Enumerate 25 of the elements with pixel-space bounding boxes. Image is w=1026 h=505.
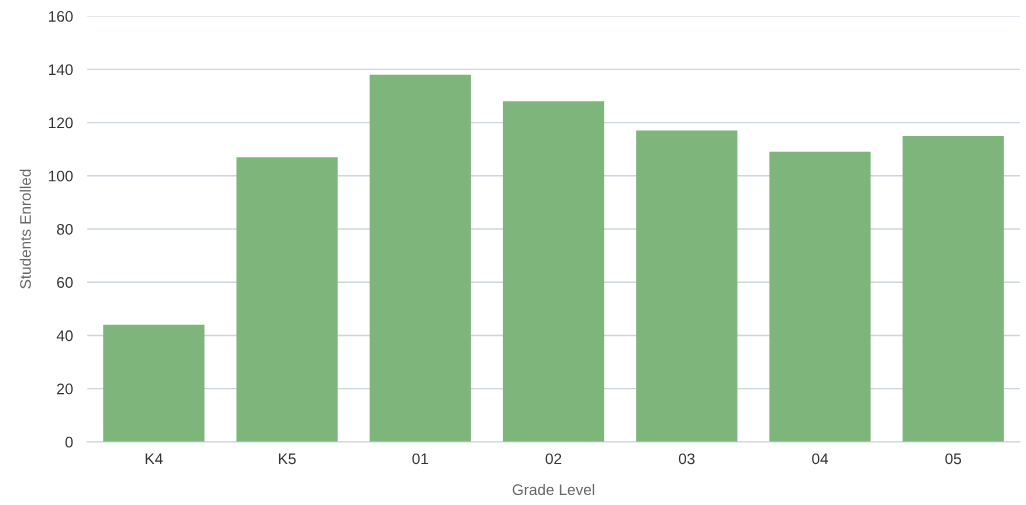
x-tick-label: 04 bbox=[812, 453, 829, 465]
bar bbox=[902, 135, 1004, 442]
bar bbox=[769, 151, 871, 442]
y-tick-label: 60 bbox=[57, 277, 73, 288]
bar bbox=[636, 130, 738, 442]
x-tick-label: 05 bbox=[945, 453, 962, 465]
y-tick-label: 40 bbox=[56, 330, 73, 342]
y-tick-label: 20 bbox=[57, 383, 73, 395]
x-tick-label: 02 bbox=[545, 453, 562, 465]
y-tick-label: 140 bbox=[49, 64, 73, 76]
y-tick-label: 160 bbox=[49, 11, 73, 22]
bar bbox=[236, 157, 338, 442]
x-tick-label: K5 bbox=[278, 453, 296, 465]
bar bbox=[103, 324, 205, 442]
y-tick-label: 80 bbox=[56, 223, 73, 235]
bar bbox=[502, 101, 605, 442]
y-tick-label: 0 bbox=[65, 436, 73, 448]
y-tick-label: 120 bbox=[49, 117, 73, 129]
x-tick-label: K4 bbox=[145, 453, 163, 465]
y-axis-title: Students Enrolled bbox=[19, 169, 31, 289]
bar bbox=[369, 74, 471, 442]
y-tick-label: 100 bbox=[49, 170, 73, 182]
x-tick-label: 03 bbox=[678, 453, 695, 465]
x-axis-title: Grade Level bbox=[512, 483, 595, 496]
x-tick-label: 01 bbox=[412, 453, 429, 465]
